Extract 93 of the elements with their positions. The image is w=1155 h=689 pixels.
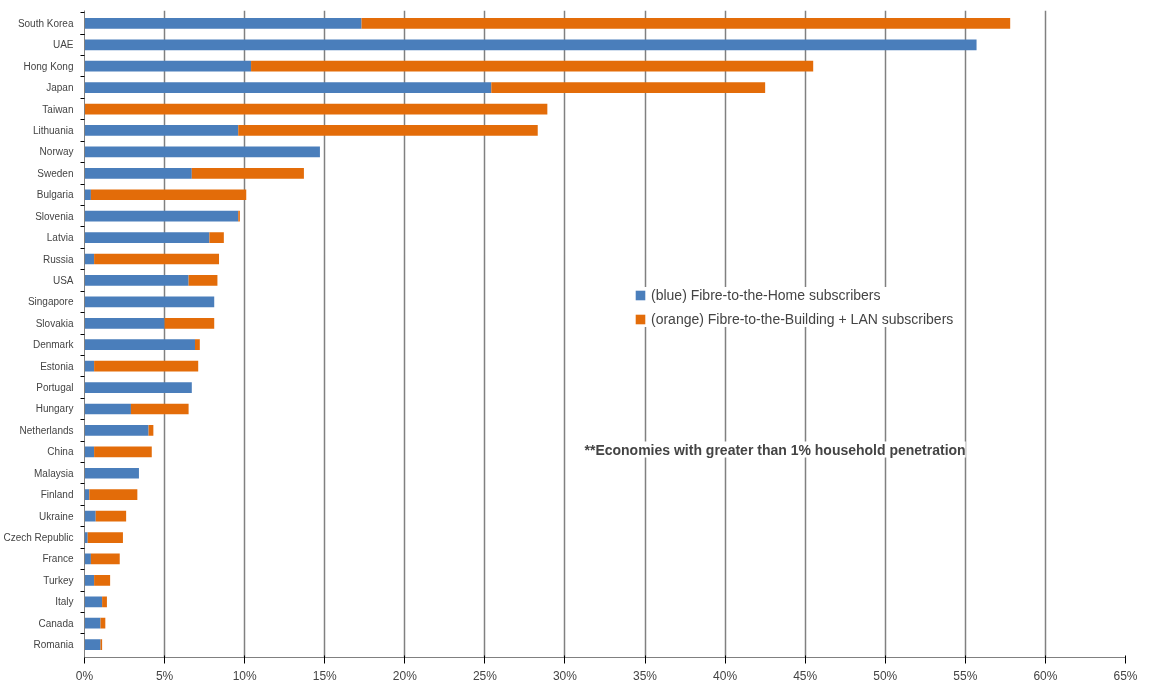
bar [84,339,196,351]
y-tick-label: Bulgaria [36,189,74,201]
bar [84,189,91,201]
bar [84,18,362,29]
y-tick-label: Czech Republic [3,532,74,544]
y-tick-label: USA [52,274,74,286]
bar [491,82,766,93]
bar [251,60,814,72]
x-tick-label: 15% [312,668,338,683]
bar [209,232,224,243]
y-tick-label: Singapore [27,296,74,308]
bar [94,446,152,458]
bar [84,382,192,393]
bar [84,575,95,586]
bar [84,103,548,115]
bar [90,189,247,201]
bar [84,125,239,136]
x-tick-label: 20% [392,668,418,683]
y-tick-label: Netherlands [19,424,74,436]
bar [188,275,218,286]
bar [164,317,215,329]
x-tick-label: 65% [1113,668,1138,683]
legend-label: (blue) Fibre-to-the-Home subscribers [651,287,881,303]
bar [90,553,120,565]
y-tick-label: Estonia [40,360,74,372]
x-tick-label: 55% [953,668,978,683]
bar [94,575,111,586]
y-tick-label: Taiwan [42,103,74,115]
legend-label: (orange) Fibre-to-the-Building + LAN subscribers [651,311,954,327]
bar [84,617,101,629]
y-tick-label: Canada [38,617,74,629]
bar [84,639,101,650]
y-tick-label: Hong Kong [23,60,74,72]
x-tick-label: 0% [75,668,94,683]
bar [87,532,123,543]
y-tick-label: France [42,553,74,565]
bar [84,532,88,543]
x-tick-label: 40% [713,668,738,683]
bar [191,167,304,179]
y-tick-label: Ukraine [39,510,74,522]
bar [361,18,1011,29]
x-tick-label: 5% [155,668,174,683]
y-tick-label: Russia [42,253,74,265]
y-tick-label: Malaysia [34,467,74,479]
bar [84,167,192,179]
y-tick-label: Italy [55,596,74,608]
x-tick-label: 25% [472,668,498,683]
bar [84,146,320,158]
x-tick-label: 50% [873,668,898,683]
y-tick-label: Latvia [46,232,74,244]
bar [84,467,139,479]
bar [130,403,189,415]
bar [84,39,977,51]
y-tick-label: Slovenia [35,210,74,222]
bar [84,60,252,72]
y-tick-label: Romania [33,639,74,651]
bar [95,510,127,522]
x-tick-label: 60% [1033,668,1058,683]
x-tick-label: 35% [633,668,658,683]
x-tick-label: 30% [552,668,578,683]
bar [84,403,131,415]
bar [84,510,96,522]
y-tick-label: Turkey [43,574,74,586]
y-tick-label: China [47,446,74,458]
bar [238,125,538,136]
y-tick-label: Norway [39,146,74,158]
bar [84,275,189,286]
y-tick-label: Slovakia [35,317,74,329]
bar [84,210,239,222]
y-tick-label: Portugal [36,382,74,394]
y-tick-label: Sweden [37,167,74,179]
bar [84,425,149,436]
bar [84,232,210,243]
bar [89,489,138,501]
bar [94,253,220,265]
y-tick-label: Denmark [32,339,75,351]
bar [195,339,200,351]
y-tick-label: UAE [52,39,74,51]
bar [84,446,95,458]
y-tick-label: South Korea [17,17,74,29]
x-tick-label: 10% [232,668,257,683]
annotation: **Economies with greater than 1% household penetration [584,441,966,458]
y-tick-label: Finland [40,489,74,501]
bar [84,296,215,308]
y-tick-label: Hungary [35,403,74,415]
y-tick-label: Japan [46,82,74,94]
x-tick-label: 45% [793,668,818,683]
bar [84,596,103,608]
bar [84,317,165,329]
bar [84,82,492,93]
bar [94,360,199,372]
y-tick-label: Lithuania [32,124,74,136]
bar [102,596,107,608]
